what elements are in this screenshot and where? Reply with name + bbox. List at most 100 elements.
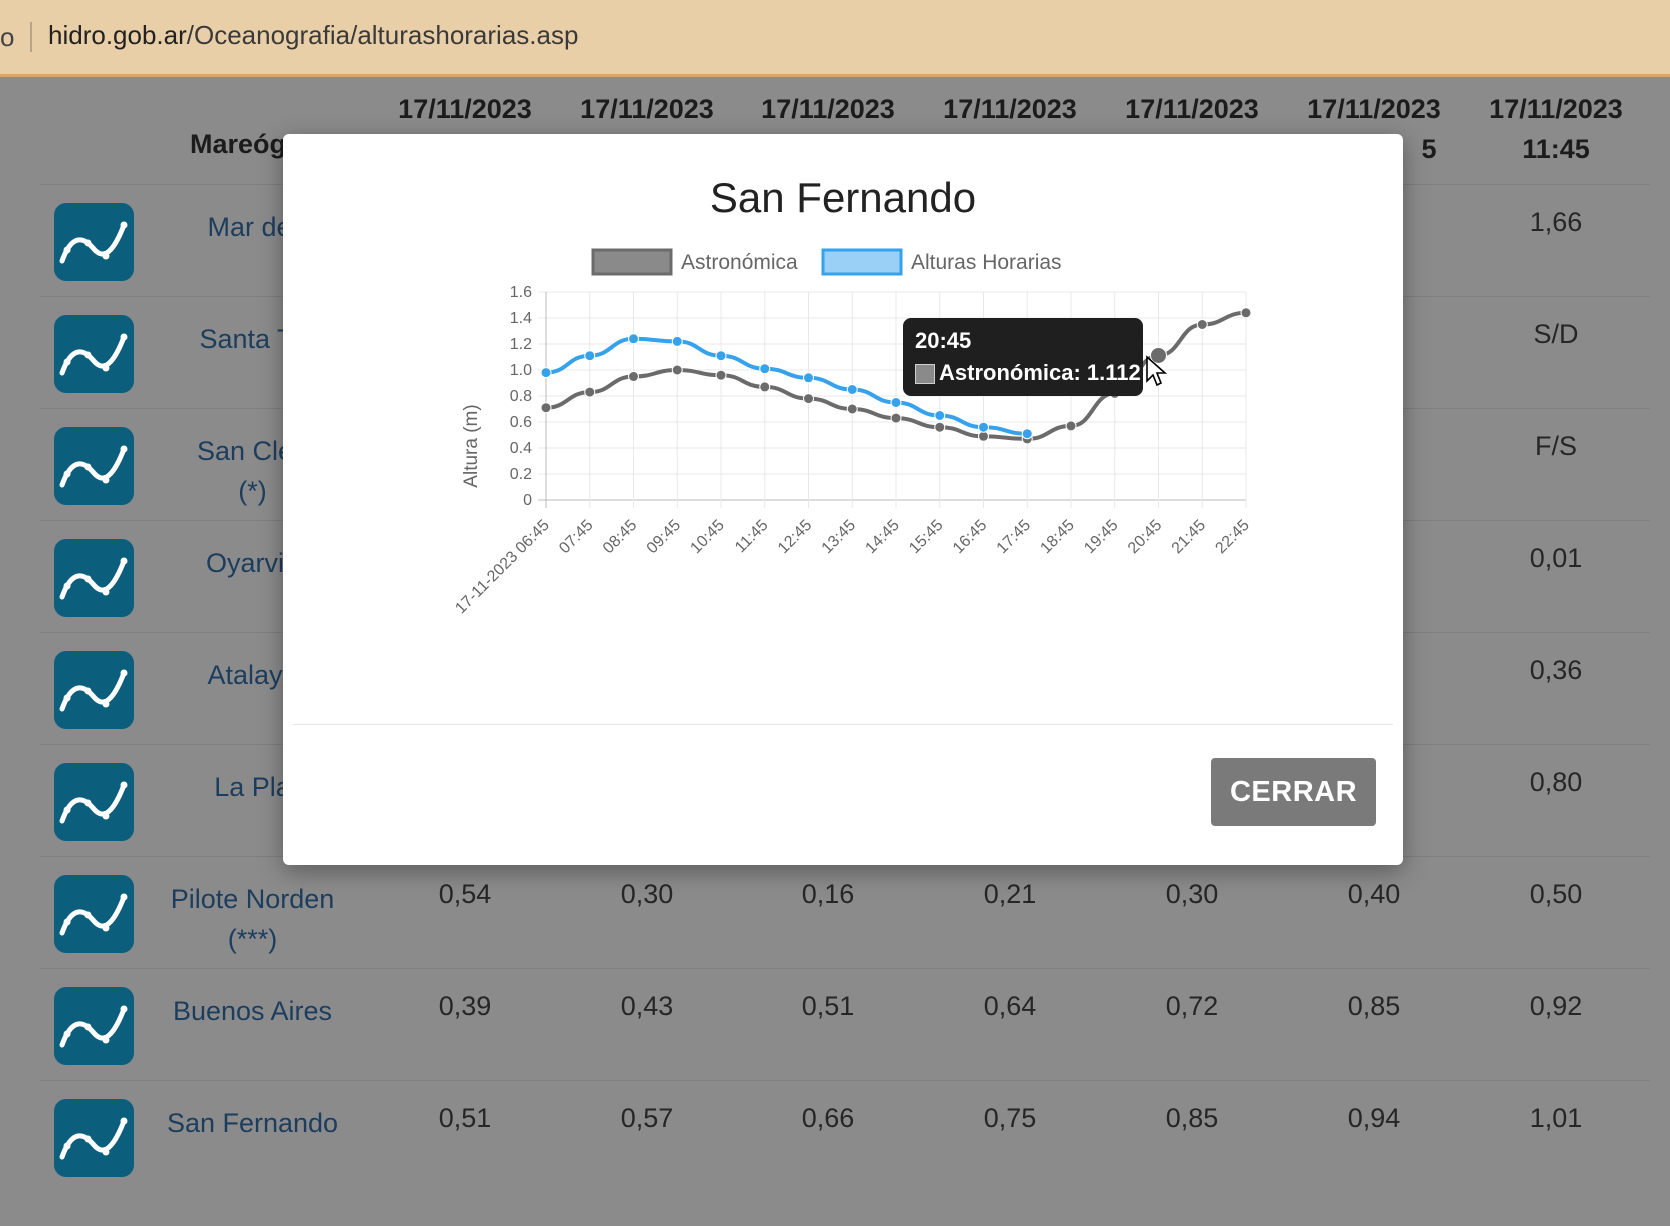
table-cell: 0,64 [983,991,1037,1021]
y-tick-label: 1.2 [510,336,532,353]
tooltip-body: Astronómica: 1.112 [939,360,1141,385]
table-cell: 0,92 [1529,991,1583,1021]
x-tick-label: 17-11-2023 06:45 [452,517,553,618]
legend-swatch-alturas [821,248,903,276]
x-tick-label: 13:45 [819,517,859,557]
chart-line-icon[interactable] [54,203,134,281]
data-point-alturas-horarias [584,350,596,362]
data-point-astronomica [540,402,552,414]
table-cell: 0,21 [983,879,1037,909]
column-header: 17/11/2023 [398,94,532,124]
data-point-alturas-horarias [934,410,946,421]
y-tick-label: 0.8 [510,388,532,405]
y-tick-label: 0.2 [510,466,532,483]
x-tick-label: 20:45 [1125,517,1165,557]
address-bar-separator [30,22,32,52]
table-cell: 0,40 [1347,879,1401,909]
data-point-alturas-horarias [803,372,814,384]
chart-line-icon[interactable] [54,427,134,505]
chart-line-icon[interactable] [54,1099,134,1177]
chart-tooltip: 20:45 Astronómica: 1.112 [903,318,1143,396]
data-point-astronomica [803,393,814,405]
table-row: San Fernando 0,51 0,57 0,66 0,75 0,85 0,94 1,01 [40,1080,1650,1193]
table-cell: 0,36 [1529,655,1583,685]
x-tick-label: 09:45 [644,517,684,557]
table-cell: 0,39 [438,991,492,1021]
table-cell: 0,30 [1165,879,1219,909]
column-header: 17/11/2023 5 [1307,94,1441,164]
y-tick-label: 1.6 [510,284,532,301]
chart-line-icon[interactable] [54,987,134,1065]
table-cell: 0,85 [1347,991,1401,1021]
table-cell: 0,51 [438,1103,492,1133]
data-point-astronomica [1150,346,1167,364]
table-cell: 0,01 [1529,543,1583,573]
table-cell: 1,01 [1529,1103,1583,1133]
station-link[interactable]: San Fernando [166,1108,339,1138]
legend-swatch-astronomica [591,248,673,276]
address-bar-lead: o [0,22,15,52]
y-tick-label: 0.6 [510,414,532,431]
station-link[interactable]: La Pla [214,772,291,802]
data-point-alturas-horarias [978,421,989,433]
chart-line-icon[interactable] [54,651,134,729]
browser-address-bar[interactable]: o hidro.gob.ar/Oceanografia/alturashorar… [0,0,1670,77]
station-link[interactable]: Buenos Aires [172,996,333,1026]
station-column-header: Mareóg [190,129,287,159]
column-header: 17/11/2023 [761,94,895,124]
close-button[interactable]: CERRAR [1211,758,1376,826]
table-cell: 0,30 [620,879,674,909]
chart-modal: San Fernando Astronómica Alturas Horaria… [283,134,1403,865]
x-tick-label: 15:45 [906,517,946,557]
table-cell: 0,16 [801,879,855,909]
chart-line-icon[interactable] [54,875,134,953]
data-point-astronomica [890,412,902,424]
table-cell: 0,80 [1529,767,1583,797]
station-link[interactable]: Mar del [207,212,298,242]
table-row: Buenos Aires 0,39 0,43 0,51 0,64 0,72 0,85 0,92 [40,968,1650,1081]
y-tick-label: 0 [523,492,532,509]
url-text[interactable]: hidro.gob.ar/Oceanografia/alturashoraria… [48,20,578,51]
data-point-astronomica [978,430,989,442]
x-tick-label: 07:45 [556,517,596,557]
data-point-astronomica [934,421,946,433]
x-tick-label: 19:45 [1081,517,1121,557]
chart-line-icon[interactable] [54,763,134,841]
column-header: 17/11/2023 [1125,94,1259,124]
y-tick-label: 0.4 [510,440,532,457]
tooltip-swatch [915,364,935,384]
x-tick-label: 18:45 [1037,517,1077,557]
table-cell: S/D [1533,319,1579,349]
column-header: 17/11/2023 [580,94,714,124]
table-cell: 0,85 [1165,1103,1219,1133]
table-cell: F/S [1534,431,1577,461]
chart-line-icon[interactable] [54,315,134,393]
data-point-alturas-horarias [846,384,858,395]
chart-line-icon[interactable] [54,539,134,617]
table-cell: 0,43 [620,991,674,1021]
url-path: /Oceanografia/alturashorarias.asp [186,20,579,50]
x-tick-label: 17:45 [994,517,1034,557]
modal-title: San Fernando [709,174,977,221]
data-point-alturas-horarias [540,367,552,379]
x-tick-label: 11:45 [732,517,772,557]
url-host: hidro.gob.ar [48,20,187,50]
tooltip-title: 20:45 [915,328,972,353]
data-point-alturas-horarias [890,397,902,408]
data-point-alturas-horarias [759,363,771,375]
station-link[interactable]: Pilote Norden (***) [170,884,335,954]
station-link[interactable]: Atalaya [207,660,298,690]
legend-label-astronomica: Astronómica [681,251,798,274]
table-cell: 0,72 [1165,991,1219,1021]
tide-chart[interactable]: Astronómica Alturas Horarias Altura (m) … [283,134,1403,694]
x-tick-label: 12:45 [775,517,815,557]
table-cell: 0,75 [983,1103,1037,1133]
mouse-cursor-icon [1146,355,1168,387]
x-tick-label: 21:45 [1169,517,1209,557]
table-cell: 0,94 [1347,1103,1401,1133]
x-tick-label: 10:45 [687,517,727,557]
data-point-astronomica [1196,319,1208,330]
data-point-astronomica [759,381,771,393]
data-point-alturas-horarias [628,333,639,345]
data-point-astronomica [1065,420,1077,432]
